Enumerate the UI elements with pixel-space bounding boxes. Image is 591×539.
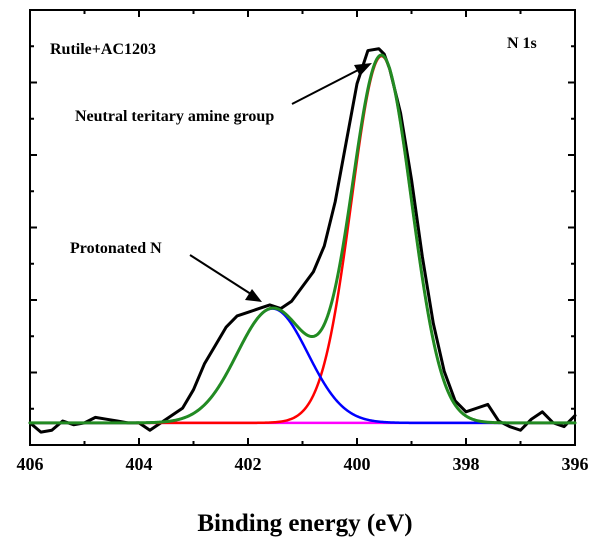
x-tick-label: 406 [17, 454, 44, 474]
x-tick-labels: 406 404 402 400 398 396 [17, 454, 589, 474]
x-tick-label: 398 [453, 454, 480, 474]
protonated-peak-line [28, 307, 577, 425]
amine-annotation: Neutral teritary amine group [75, 108, 274, 125]
protonated-annotation: Protonated N [70, 240, 162, 257]
series-layer [28, 47, 577, 434]
x-axis-title: Binding energy (eV) [197, 510, 412, 537]
x-tick-label: 402 [235, 454, 262, 474]
x-tick-label: 400 [344, 454, 371, 474]
axis-ticks [29, 10, 576, 445]
x-tick-label: 404 [126, 454, 153, 474]
plot-frame [29, 9, 576, 446]
sample-label: Rutile+AC1203 [50, 41, 156, 58]
protonated-arrow-head [245, 289, 262, 302]
protonated-arrow-shaft [189, 254, 255, 297]
x-tick-label: 396 [562, 454, 589, 474]
amine-arrow-head [354, 63, 372, 76]
fit-envelope-line [28, 53, 577, 425]
region-label: N 1s [507, 35, 537, 52]
amine-arrow-shaft [291, 66, 365, 105]
